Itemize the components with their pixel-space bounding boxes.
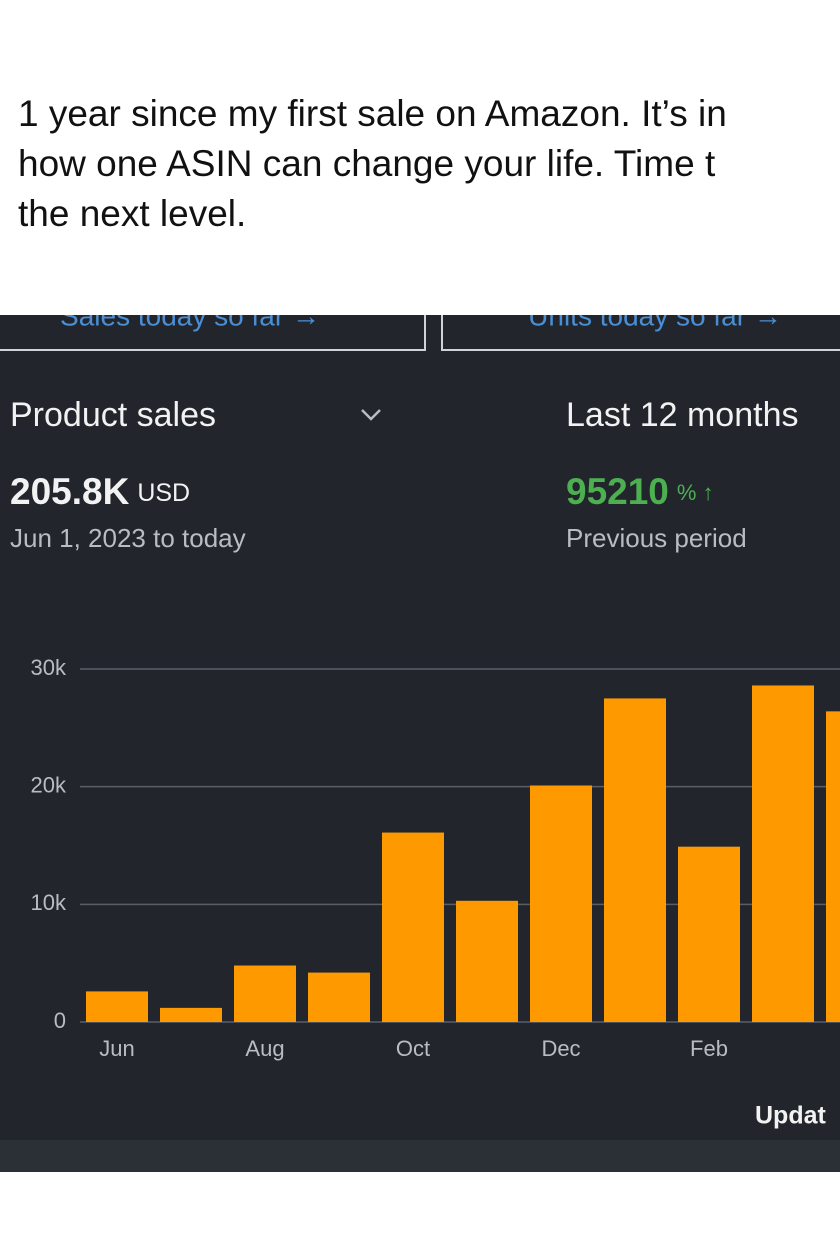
y-tick-label: 10k [31,890,67,915]
x-tick-label: Oct [396,1036,430,1061]
tab-label[interactable]: Units today so far → [528,300,782,331]
bar [86,991,148,1022]
bar [604,698,666,1022]
date-range: Jun 1, 2023 to today [10,523,246,553]
tab[interactable] [0,275,426,351]
total-value: 205.8K [10,471,130,512]
currency: USD [137,479,190,507]
bar [382,832,444,1022]
post-line: 1 year since my first sale on Amazon. It… [18,93,727,134]
total: 205.8K USD [10,471,190,512]
bar [234,965,296,1022]
card-footer-strip [0,1140,840,1172]
change-unit: % ↑ [677,480,714,505]
tab[interactable] [441,275,840,351]
dropdown-chevron[interactable] [361,409,381,421]
tab-label[interactable]: Sales today so far → [60,300,320,331]
period[interactable]: Last 12 months [566,396,798,434]
change-caption: Previous period [566,523,747,553]
bar [678,846,740,1022]
bar [530,785,592,1022]
x-tick-label: Feb [690,1036,728,1061]
bar [826,711,840,1022]
x-tick-label: Dec [541,1036,580,1061]
bar [456,900,518,1022]
bar [160,1007,222,1022]
tabs-clip: Sales today so far → Units today so far … [0,275,840,351]
x-tick-label: Aug [245,1036,284,1061]
post-line: how one ASIN can change your life. Time … [18,143,716,184]
y-tick-label: 0 [54,1008,66,1033]
bar [308,972,370,1022]
bar-chart: 0 10k 20k 30k Jun Aug Oct Dec Feb [31,655,840,1061]
y-tick-label: 30k [31,655,67,680]
x-tick-label: Jun [99,1036,134,1061]
change: 95210 % ↑ [566,471,714,512]
bar [752,685,814,1022]
metric-title: Product sales [10,396,216,434]
y-tick-label: 20k [31,772,67,797]
updated-label: Updat [755,1102,827,1130]
post-line: the next level. [18,193,246,234]
change-value: 95210 [566,471,669,512]
